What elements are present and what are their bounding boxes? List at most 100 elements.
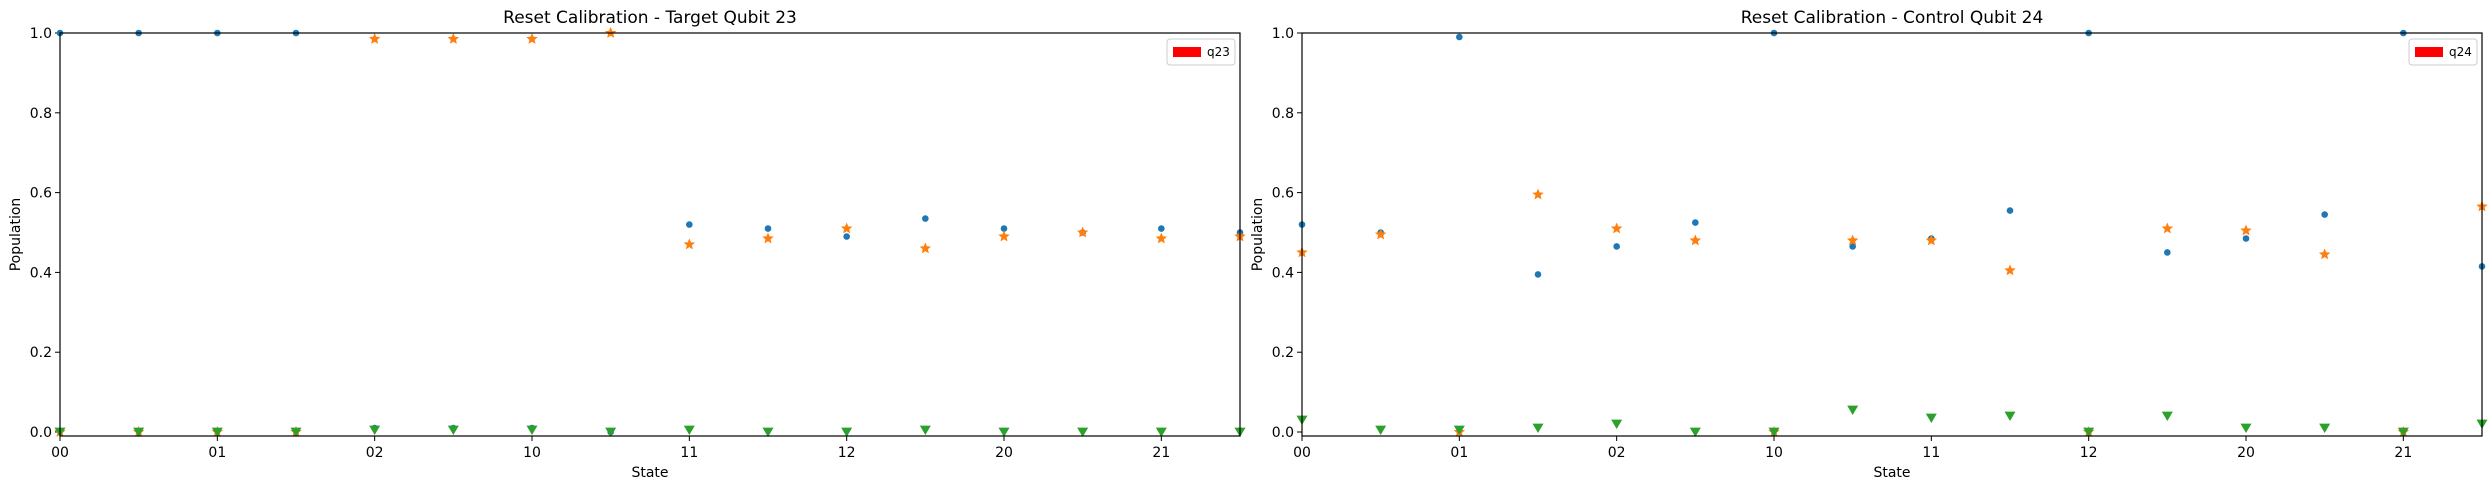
point-star: [1925, 234, 1938, 246]
point-star: [2004, 264, 2016, 276]
x-tick-label: 11: [680, 445, 698, 461]
point-star: [2161, 222, 2174, 234]
chart-2: Reset Calibration - Control Qubit 24 0.0 0…: [1250, 8, 2488, 481]
point-triangle: [1375, 425, 1387, 435]
legend: q23: [1166, 38, 1236, 66]
x-tick-label: 10: [1765, 445, 1783, 461]
point-star: [762, 232, 774, 244]
y-tick-label: 1.0: [1272, 26, 1294, 42]
x-tick-label: 20: [995, 445, 1013, 461]
point-triangle: [2319, 423, 2331, 433]
point-circle: [2006, 207, 2014, 214]
chart-title: Reset Calibration - Control Qubit 24: [1741, 8, 2044, 28]
point-triangle: [1925, 413, 1937, 423]
legend-swatch: [1173, 47, 1201, 57]
point-triangle: [841, 427, 853, 437]
x-tick-label: 21: [1152, 445, 1170, 461]
point-triangle: [1768, 427, 1780, 437]
point-star: [2240, 224, 2252, 236]
plot-frame: [1301, 32, 2483, 437]
point-star: [1689, 234, 1702, 246]
point-star: [919, 242, 932, 254]
point-triangle: [211, 427, 223, 437]
point-star: [683, 238, 696, 250]
point-circle: [764, 225, 772, 232]
x-axis-label: State: [1873, 465, 1910, 481]
point-circle: [1456, 33, 1463, 41]
legend-label: q24: [2449, 45, 2472, 59]
y-axis-label: Population: [1250, 198, 1266, 272]
plot-frame: [59, 32, 1241, 437]
point-triangle: [447, 425, 459, 435]
point-circle: [843, 233, 850, 240]
point-triangle: [998, 427, 1010, 437]
legend-label: q23: [1207, 45, 1230, 59]
point-circle: [2242, 235, 2250, 242]
point-triangle: [683, 425, 695, 435]
point-triangle: [2083, 427, 2095, 437]
x-axis-label: State: [631, 465, 668, 481]
point-circle: [686, 221, 693, 228]
point-triangle: [526, 425, 538, 435]
point-triangle: [762, 427, 774, 437]
point-triangle: [290, 427, 302, 437]
point-triangle: [1689, 427, 1701, 437]
point-triangle: [1847, 405, 1859, 416]
point-triangle: [1532, 423, 1544, 433]
point-star: [447, 32, 460, 44]
point-circle: [1692, 219, 1699, 226]
chart-1: Reset Calibration - Target Qubit 23 0.0 0.…: [8, 8, 1246, 481]
x-tick-label: 11: [1922, 445, 1940, 461]
point-star: [1532, 188, 1544, 200]
x-tick-label: 01: [1450, 445, 1468, 461]
point-triangle: [1453, 425, 1465, 435]
point-triangle: [605, 427, 617, 437]
x-tick-label: 10: [523, 445, 541, 461]
y-tick-label: 0.6: [1272, 186, 1294, 202]
point-star: [840, 222, 853, 234]
y-axis-label: Population: [8, 198, 24, 272]
point-triangle: [1077, 427, 1089, 437]
x-tick-label: 20: [2237, 445, 2255, 461]
point-circle: [2321, 211, 2328, 218]
y-tick-label: 0.2: [30, 345, 52, 361]
y-tick-label: 0.0: [1272, 425, 1294, 441]
y-tick-label: 0.8: [1272, 106, 1294, 122]
point-triangle: [2240, 423, 2252, 433]
point-circle: [1613, 243, 1620, 250]
point-circle: [1000, 225, 1008, 232]
point-triangle: [2161, 411, 2173, 421]
point-star: [1155, 232, 1168, 244]
y-tick-label: 0.0: [30, 425, 52, 441]
x-tick-label: 00: [1293, 445, 1311, 461]
point-star: [1610, 222, 1623, 234]
y-tick-label: 0.6: [30, 186, 52, 202]
legend: q24: [2408, 38, 2478, 66]
x-tick-label: 01: [208, 445, 226, 461]
x-tick-label: 02: [366, 445, 384, 461]
y-tick-label: 1.0: [30, 26, 52, 42]
point-star: [2318, 248, 2331, 260]
point-circle: [1849, 243, 1856, 250]
point-star: [1076, 226, 1089, 238]
y-tick-label: 0.4: [1272, 265, 1294, 281]
point-triangle: [133, 427, 145, 437]
point-triangle: [919, 425, 931, 435]
legend-swatch: [2415, 47, 2443, 57]
y-tick-label: 0.2: [1272, 345, 1294, 361]
point-triangle: [2004, 411, 2016, 421]
point-circle: [2164, 249, 2171, 256]
x-tick-label: 21: [2394, 445, 2412, 461]
data-points: [54, 27, 1246, 437]
x-tick-label: 00: [51, 445, 69, 461]
point-star: [1846, 234, 1859, 246]
point-circle: [1534, 271, 1542, 278]
x-tick-label: 02: [1608, 445, 1626, 461]
x-tick-label: 12: [2080, 445, 2098, 461]
x-tick-label: 12: [838, 445, 856, 461]
chart-title: Reset Calibration - Target Qubit 23: [503, 8, 797, 28]
y-tick-label: 0.8: [30, 106, 52, 122]
point-triangle: [1611, 419, 1623, 429]
point-star: [1374, 228, 1387, 240]
